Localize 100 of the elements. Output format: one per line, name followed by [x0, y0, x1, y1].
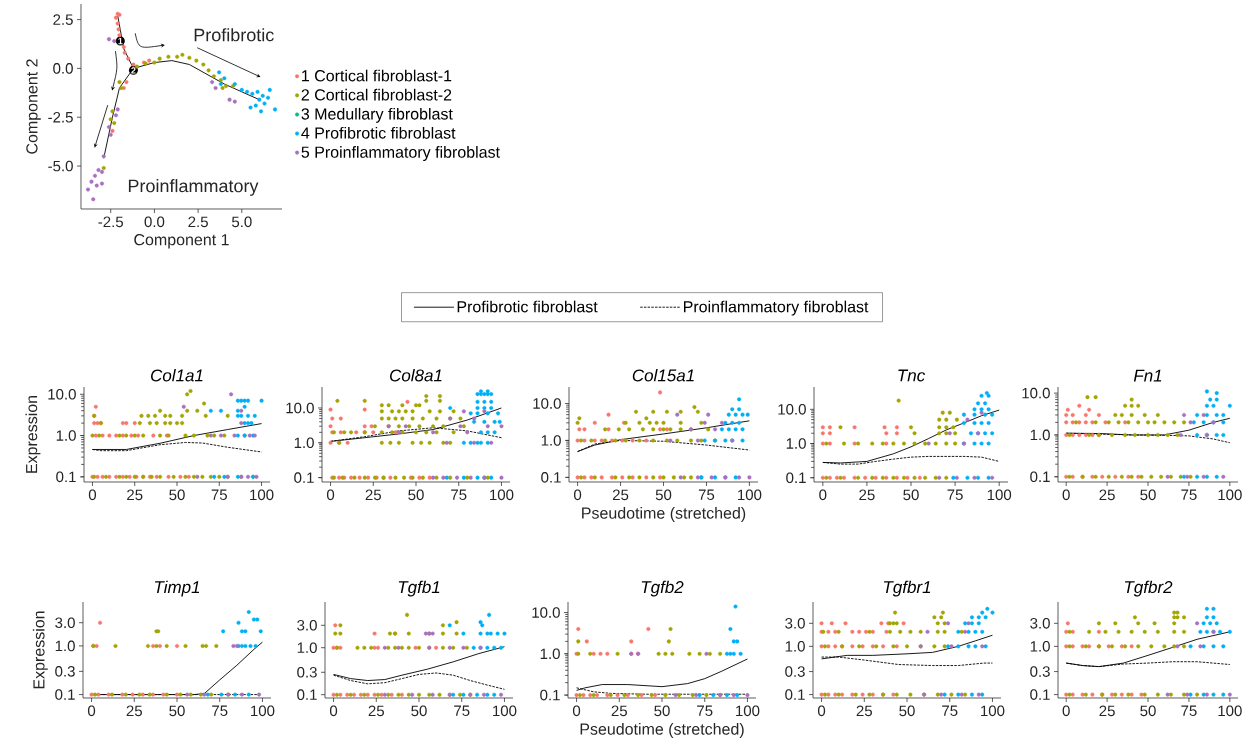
- legend-label: Profibrotic fibroblast: [457, 300, 598, 313]
- chart-title: Col1a1: [151, 368, 203, 382]
- x-tick-label: 100: [738, 489, 762, 501]
- y-tick-label: 1.0: [786, 438, 806, 449]
- x-tick-label: 0.0: [144, 216, 165, 228]
- y-tick-label: 1.0: [541, 435, 561, 446]
- x-tick-label: 50: [903, 489, 919, 501]
- y-tick-label: 3.0: [1030, 618, 1050, 629]
- x-tick-label: 75: [1181, 489, 1197, 500]
- y-tick-label: 10.0: [778, 404, 806, 415]
- y-axis-title: Component 2: [26, 59, 41, 154]
- chart-title: Tgfb2: [641, 580, 684, 597]
- annotation: 1: [118, 37, 123, 45]
- annotation: 2: [131, 67, 136, 74]
- x-tick-label: 50: [411, 705, 427, 717]
- y-tick-label: 0.1: [540, 689, 560, 701]
- y-tick-label: -2.5: [48, 111, 73, 123]
- y-tick-label: 3.0: [297, 619, 317, 631]
- legend-label: 3 Medullary fibroblast: [301, 107, 453, 123]
- y-tick-label: 10.0: [532, 607, 560, 618]
- x-tick-label: 50: [899, 705, 915, 717]
- x-tick-label: 100: [250, 489, 274, 501]
- y-tick-label: 0.1: [55, 689, 75, 700]
- x-axis-title: Component 1: [134, 234, 229, 249]
- x-tick-label: 100: [981, 705, 1005, 717]
- x-tick-label: 0: [1062, 489, 1070, 501]
- y-tick-label: 0.1: [294, 472, 314, 483]
- x-tick-label: 0: [819, 489, 827, 501]
- chart-title: Tgfbr1: [883, 580, 931, 597]
- y-tick-label: 1.0: [55, 640, 75, 652]
- y-tick-label: 0.3: [1030, 666, 1050, 677]
- y-tick-label: 0.1: [541, 472, 561, 483]
- chart-title: Fn1: [1133, 369, 1162, 382]
- x-tick-label: 75: [451, 489, 467, 500]
- x-tick-label: 100: [493, 705, 517, 717]
- x-tick-label: 25: [365, 489, 381, 501]
- x-tick-label: 50: [1140, 489, 1156, 501]
- x-tick-label: 50: [1140, 705, 1156, 717]
- y-tick-label: 10.0: [533, 398, 561, 409]
- x-tick-label: 50: [654, 705, 670, 717]
- x-tick-label: 0: [574, 489, 582, 501]
- annotation: Proinflammatory: [128, 179, 259, 196]
- y-tick-label: 3.0: [785, 618, 805, 629]
- x-tick-label: 100: [1218, 705, 1242, 717]
- x-tick-label: 25: [368, 705, 384, 717]
- annotation: Profibrotic: [194, 28, 274, 42]
- legend-label: 1 Cortical fibroblast-1: [302, 69, 452, 82]
- x-tick-label: 2.5: [188, 216, 208, 228]
- x-tick-label: 0: [1062, 705, 1070, 717]
- x-tick-label: 25: [1099, 489, 1115, 501]
- x-tick-label: 25: [127, 489, 143, 501]
- x-tick-label: 50: [169, 705, 185, 717]
- x-tick-label: 75: [211, 489, 227, 500]
- x-tick-label: 100: [736, 705, 760, 717]
- x-tick-label: 50: [169, 489, 185, 501]
- x-tick-label: 75: [697, 705, 713, 716]
- x-tick-label: 50: [655, 489, 672, 501]
- y-tick-label: 1.0: [297, 642, 317, 654]
- x-tick-label: 0: [572, 705, 581, 717]
- x-tick-label: 100: [987, 489, 1012, 501]
- x-tick-label: -2.5: [98, 216, 124, 228]
- x-tick-label: 75: [212, 705, 228, 716]
- x-tick-label: 0: [88, 489, 97, 501]
- x-axis-title: Pseudotime (stretched): [582, 507, 746, 522]
- x-tick-label: 25: [612, 489, 629, 501]
- legend-label: 4 Profibrotic fibroblast: [301, 126, 456, 139]
- chart-title: Col8a1: [390, 368, 442, 382]
- y-tick-label: 1.0: [56, 430, 76, 441]
- y-tick-label: 0.1: [297, 689, 317, 700]
- y-tick-label: 0.1: [1030, 689, 1050, 700]
- x-tick-label: 0: [87, 705, 96, 717]
- y-tick-label: 0.1: [786, 472, 806, 484]
- y-tick-label: 1.0: [294, 437, 314, 449]
- y-tick-label: 1.0: [785, 641, 805, 652]
- chart-title: Tgfb1: [398, 580, 440, 597]
- y-axis-title: Expression: [32, 611, 48, 689]
- y-tick-label: 10.0: [48, 388, 76, 400]
- y-tick-label: 0.1: [785, 689, 805, 700]
- chart-title: Tnc: [898, 369, 925, 382]
- y-tick-label: 1.0: [1030, 429, 1050, 441]
- y-tick-label: 0.3: [785, 666, 805, 677]
- chart-title: Tgfbr2: [1124, 580, 1173, 597]
- chart-title: Col15a1: [632, 368, 694, 382]
- y-tick-label: 0.3: [55, 666, 75, 677]
- x-tick-label: 0: [329, 705, 338, 717]
- x-tick-label: 75: [947, 489, 963, 500]
- x-tick-label: 75: [454, 705, 470, 716]
- y-tick-label: 0.1: [1030, 471, 1050, 483]
- y-tick-label: 10.0: [1022, 387, 1050, 399]
- legend-label: 2 Cortical fibroblast-2: [301, 88, 452, 101]
- x-tick-label: 75: [698, 489, 715, 500]
- y-tick-label: 1.0: [1030, 641, 1050, 652]
- x-tick-label: 25: [1099, 705, 1115, 717]
- y-tick-label: 0.1: [56, 471, 76, 483]
- x-tick-label: 0: [326, 489, 335, 501]
- x-tick-label: 100: [1218, 489, 1242, 501]
- x-tick-label: 5.0: [231, 216, 252, 228]
- y-tick-label: 1.0: [540, 648, 560, 660]
- x-tick-label: 0: [817, 705, 826, 717]
- x-axis-title: Pseudotime (stretched): [580, 723, 744, 738]
